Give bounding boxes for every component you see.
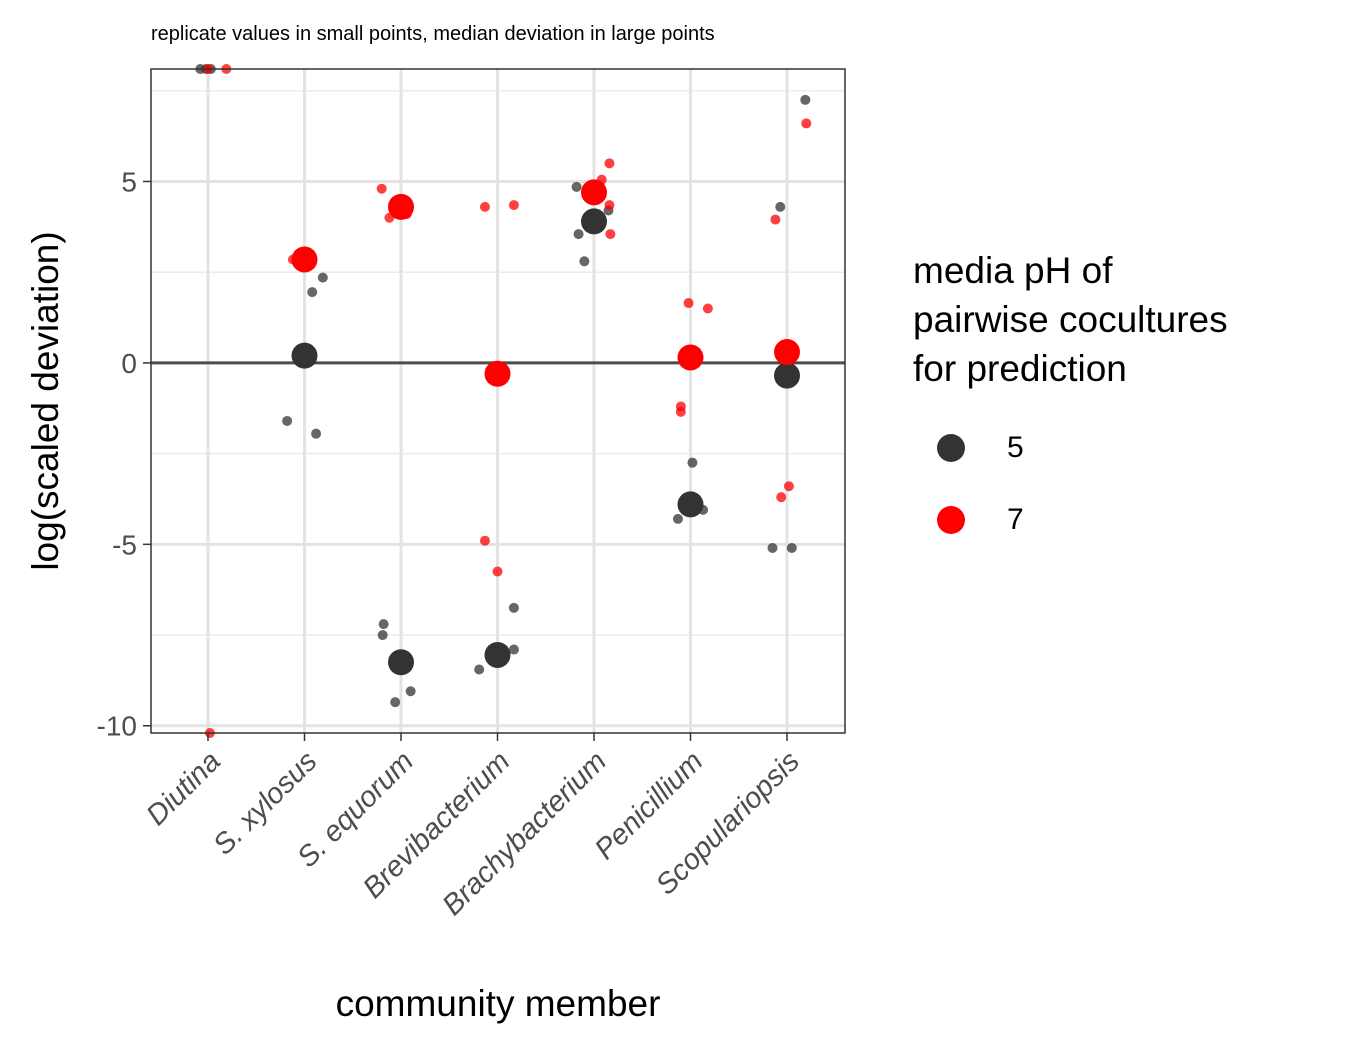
replicate-point	[390, 697, 401, 708]
replicate-point	[317, 272, 328, 283]
legend-dot-ph5	[937, 434, 965, 462]
x-tick-label: Diutina	[140, 745, 226, 831]
legend-label-ph7: 7	[1007, 503, 1024, 536]
median-point	[291, 246, 318, 273]
replicate-point	[377, 630, 388, 641]
median-point	[388, 649, 414, 676]
replicate-point	[579, 256, 590, 267]
replicate-point	[770, 214, 781, 225]
replicate-point	[571, 181, 582, 192]
replicate-point	[311, 428, 322, 439]
replicate-point	[378, 619, 389, 630]
legend-dot-ph7	[937, 506, 965, 534]
legend-title-line: for prediction	[913, 348, 1127, 389]
median-point	[388, 193, 414, 220]
replicate-point	[767, 542, 778, 553]
replicate-point	[775, 201, 786, 212]
median-point	[484, 360, 511, 387]
median-point	[291, 342, 318, 369]
replicate-point	[282, 415, 293, 426]
y-tick-label: -5	[112, 529, 137, 560]
replicate-point	[801, 118, 812, 129]
replicate-point	[702, 303, 713, 314]
y-tick-label: 0	[121, 348, 137, 379]
replicate-point	[672, 513, 683, 524]
replicate-point	[508, 602, 519, 613]
y-tick-label: 5	[121, 166, 137, 197]
legend-title-line: pairwise cocultures	[913, 299, 1228, 340]
legend-entry-ph7: 7	[913, 500, 1024, 540]
y-tick-label: -10	[97, 711, 137, 742]
replicate-point	[474, 664, 485, 675]
y-axis-label: log(scaled deviation)	[25, 231, 66, 570]
replicate-point	[479, 201, 490, 212]
median-point	[581, 179, 607, 206]
legend-title-line: media pH of	[913, 250, 1113, 291]
replicate-point	[604, 158, 615, 169]
replicate-point	[786, 542, 797, 553]
legend-label-ph5: 5	[1007, 431, 1024, 464]
legend-title: media pH of pairwise cocultures for pred…	[913, 246, 1228, 393]
median-point	[677, 344, 704, 371]
replicate-point	[605, 229, 616, 240]
legend: media pH of pairwise cocultures for pred…	[913, 246, 1228, 536]
replicate-point	[776, 492, 787, 503]
median-point	[677, 491, 704, 518]
x-tick-label: Brachybacterium	[436, 745, 612, 921]
replicate-point	[479, 535, 490, 546]
replicate-point	[508, 200, 519, 211]
replicate-point	[573, 229, 584, 240]
x-axis-label: community member	[336, 983, 661, 1024]
replicate-point	[800, 94, 811, 105]
replicate-point	[405, 686, 416, 697]
median-point	[581, 208, 607, 235]
replicate-point	[604, 200, 615, 211]
replicate-point	[307, 287, 318, 298]
replicate-point	[492, 566, 503, 577]
replicate-point	[683, 298, 694, 309]
median-point	[774, 362, 800, 389]
replicate-point	[783, 481, 794, 492]
replicate-point	[376, 183, 387, 194]
replicate-point	[675, 406, 686, 417]
median-point	[774, 339, 800, 366]
replicate-point	[508, 644, 519, 655]
replicate-point	[687, 457, 698, 468]
grid-lines	[151, 69, 845, 733]
median-point	[484, 641, 511, 668]
median-points	[291, 179, 800, 676]
chart-title: replicate values in small points, median…	[151, 23, 715, 45]
legend-entry-ph5: 5	[913, 428, 1024, 468]
